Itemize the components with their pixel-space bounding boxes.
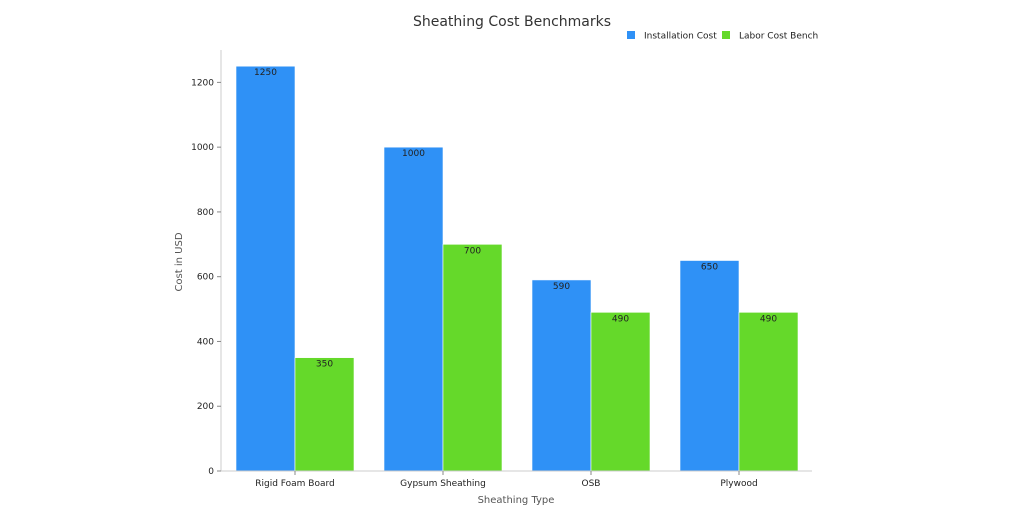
bar-labor-cost-bench-plywood [738, 312, 799, 472]
legend-swatch-installation-cost [627, 31, 635, 39]
x-tick-label-gypsum-sheathing: Gypsum Sheathing [400, 479, 486, 489]
x-tick-label-rigid-foam-board: Rigid Foam Board [255, 479, 335, 489]
y-tick-label-400: 400 [197, 337, 214, 347]
bars-group [235, 65, 799, 472]
bar-installation-cost-osb [531, 279, 592, 472]
legend-swatch-labor-cost-bench [722, 31, 730, 39]
bar-labor-cost-bench-rigid-foam-board [294, 357, 355, 472]
x-tick-label-plywood: Plywood [720, 479, 757, 489]
y-tick-label-1200: 1200 [191, 78, 214, 88]
bar-labor-cost-bench-osb [590, 312, 651, 472]
chart-title: Sheathing Cost Benchmarks [413, 14, 611, 30]
y-tick-label-800: 800 [197, 208, 214, 218]
data-label-installation-cost-osb: 590 [553, 282, 570, 292]
x-axis-label: Sheathing Type [478, 495, 555, 506]
data-label-labor-cost-bench-plywood: 490 [760, 314, 777, 324]
y-tick-label-0: 0 [208, 467, 214, 477]
legend: Installation Cost Labor Cost Bench [627, 31, 818, 42]
legend-label-labor-cost-bench: Labor Cost Bench [739, 32, 818, 42]
y-ticks-group: 0 200 400 600 800 1000 1200 [191, 78, 221, 477]
bar-installation-cost-plywood [679, 260, 740, 472]
y-axis-label: Cost in USD [174, 232, 185, 291]
x-tick-label-osb: OSB [582, 479, 601, 489]
data-label-installation-cost-rigid-foam-board: 1250 [254, 68, 277, 78]
y-tick-label-600: 600 [197, 273, 214, 283]
y-tick-label-1000: 1000 [191, 143, 214, 153]
y-tick-label-200: 200 [197, 402, 214, 412]
data-label-installation-cost-gypsum-sheathing: 1000 [402, 149, 425, 159]
x-ticks-group: Rigid Foam Board Gypsum Sheathing OSB Plywo… [255, 471, 758, 489]
data-label-labor-cost-bench-gypsum-sheathing: 700 [464, 246, 481, 256]
legend-label-installation-cost: Installation Cost [644, 32, 717, 42]
bar-installation-cost-gypsum-sheathing [383, 146, 444, 472]
data-labels-group: 1250 350 1000 700 590 490 650 490 [254, 68, 777, 369]
bar-labor-cost-bench-gypsum-sheathing [442, 244, 503, 472]
data-label-labor-cost-bench-osb: 490 [612, 314, 629, 324]
data-label-installation-cost-plywood: 650 [701, 263, 718, 273]
bar-installation-cost-rigid-foam-board [235, 65, 296, 472]
data-label-labor-cost-bench-rigid-foam-board: 350 [316, 360, 333, 370]
